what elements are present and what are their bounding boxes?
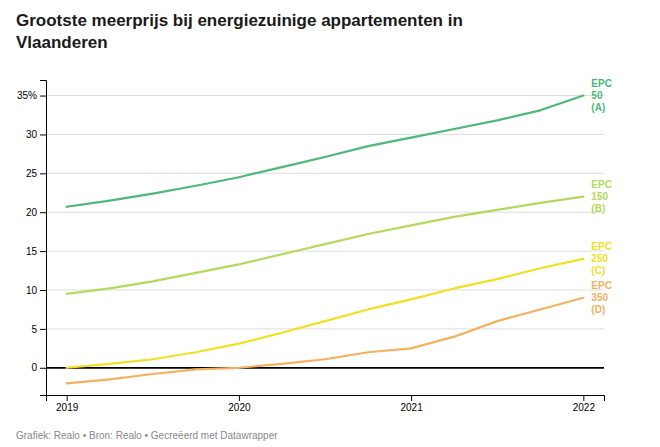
- series-label-line: 150: [591, 191, 608, 202]
- chart: Grootste meerprijs bij energiezuinige ap…: [0, 0, 660, 447]
- x-axis: 2019 2020 2021 2022: [47, 395, 605, 413]
- y-tick-mark: [40, 134, 46, 135]
- y-tick: 10: [26, 285, 46, 296]
- grid-line: [46, 328, 604, 329]
- title: Grootste meerprijs bij energiezuinige ap…: [16, 11, 463, 52]
- y-tick: 30: [26, 129, 46, 140]
- series-label: EPC350(D): [591, 280, 612, 315]
- series-label-line: (B): [591, 203, 605, 214]
- series-label-line: EPC: [591, 78, 612, 89]
- series-group: [67, 96, 584, 384]
- y-tick: 35%: [17, 90, 46, 101]
- series-line: [67, 197, 584, 294]
- y-tick-mark: [40, 290, 46, 291]
- x-tick-mark: [67, 395, 68, 401]
- series-label-line: EPC: [591, 241, 612, 252]
- y-tick: 5: [31, 324, 46, 335]
- title-line: Vlaanderen: [16, 33, 108, 52]
- y-tick: 15: [26, 246, 46, 257]
- title-line: Grootste meerprijs bij energiezuinige ap…: [16, 11, 463, 30]
- subtitle: Grafiek: Realo • Bron: Realo • Gecreëerd…: [16, 430, 278, 441]
- y-tick-label: 20: [26, 207, 38, 218]
- x-axis-line: [47, 396, 605, 402]
- series-label-line: EPC: [591, 280, 612, 291]
- x-tick: 2019: [56, 395, 79, 413]
- y-tick-mark: [40, 368, 46, 369]
- y-tick-label: 0: [31, 362, 37, 373]
- y-tick-label: 35%: [17, 90, 37, 101]
- series-line: [67, 96, 584, 207]
- y-axis: 0 5 10 15 20 25 30 35%: [17, 81, 47, 396]
- grid-line: [46, 134, 604, 135]
- series-label: EPC150(B): [591, 179, 612, 214]
- grid: [46, 96, 604, 368]
- y-tick: 25: [26, 168, 46, 179]
- x-tick-label: 2020: [228, 402, 251, 413]
- x-tick-label: 2022: [573, 402, 596, 413]
- series-line: [67, 259, 584, 368]
- x-tick-mark: [411, 395, 412, 401]
- grid-line: [46, 212, 604, 213]
- y-tick-label: 15: [26, 246, 38, 257]
- y-tick-mark: [40, 329, 46, 330]
- y-tick: 0: [31, 362, 46, 373]
- x-tick-mark: [583, 395, 584, 401]
- series-label-line: 50: [591, 90, 603, 101]
- y-tick-label: 25: [26, 168, 38, 179]
- series-label-line: EPC: [591, 179, 612, 190]
- y-tick-mark: [40, 251, 46, 252]
- x-tick: 2020: [228, 395, 251, 413]
- x-tick-mark: [239, 395, 240, 401]
- x-tick: 2021: [400, 395, 423, 413]
- grid-line: [46, 251, 604, 252]
- series-label-line: (D): [591, 304, 605, 315]
- y-tick-label: 10: [26, 285, 38, 296]
- y-tick-label: 30: [26, 129, 38, 140]
- grid-line: [46, 95, 604, 96]
- series-label: EPC50(A): [591, 78, 612, 113]
- y-axis-line: [40, 81, 47, 396]
- x-tick-label: 2021: [400, 402, 423, 413]
- series-label-line: (A): [591, 102, 605, 113]
- y-tick-mark: [40, 212, 46, 213]
- x-tick-label: 2019: [56, 402, 79, 413]
- y-tick-mark: [40, 173, 46, 174]
- series-label-line: 350: [591, 292, 608, 303]
- grid-line: [46, 290, 604, 291]
- series-label-line: 250: [591, 253, 608, 264]
- series-label: EPC250(C): [591, 241, 612, 276]
- series-labels: EPC50(A)EPC150(B)EPC250(C)EPC350(D): [591, 78, 612, 315]
- series-line: [67, 298, 584, 384]
- x-tick: 2022: [573, 395, 596, 413]
- y-tick: 20: [26, 207, 46, 218]
- series-label-line: (C): [591, 265, 605, 276]
- y-tick-label: 5: [31, 324, 37, 335]
- grid-line: [46, 173, 604, 174]
- y-tick-mark: [40, 96, 46, 97]
- zero-line: [46, 367, 604, 369]
